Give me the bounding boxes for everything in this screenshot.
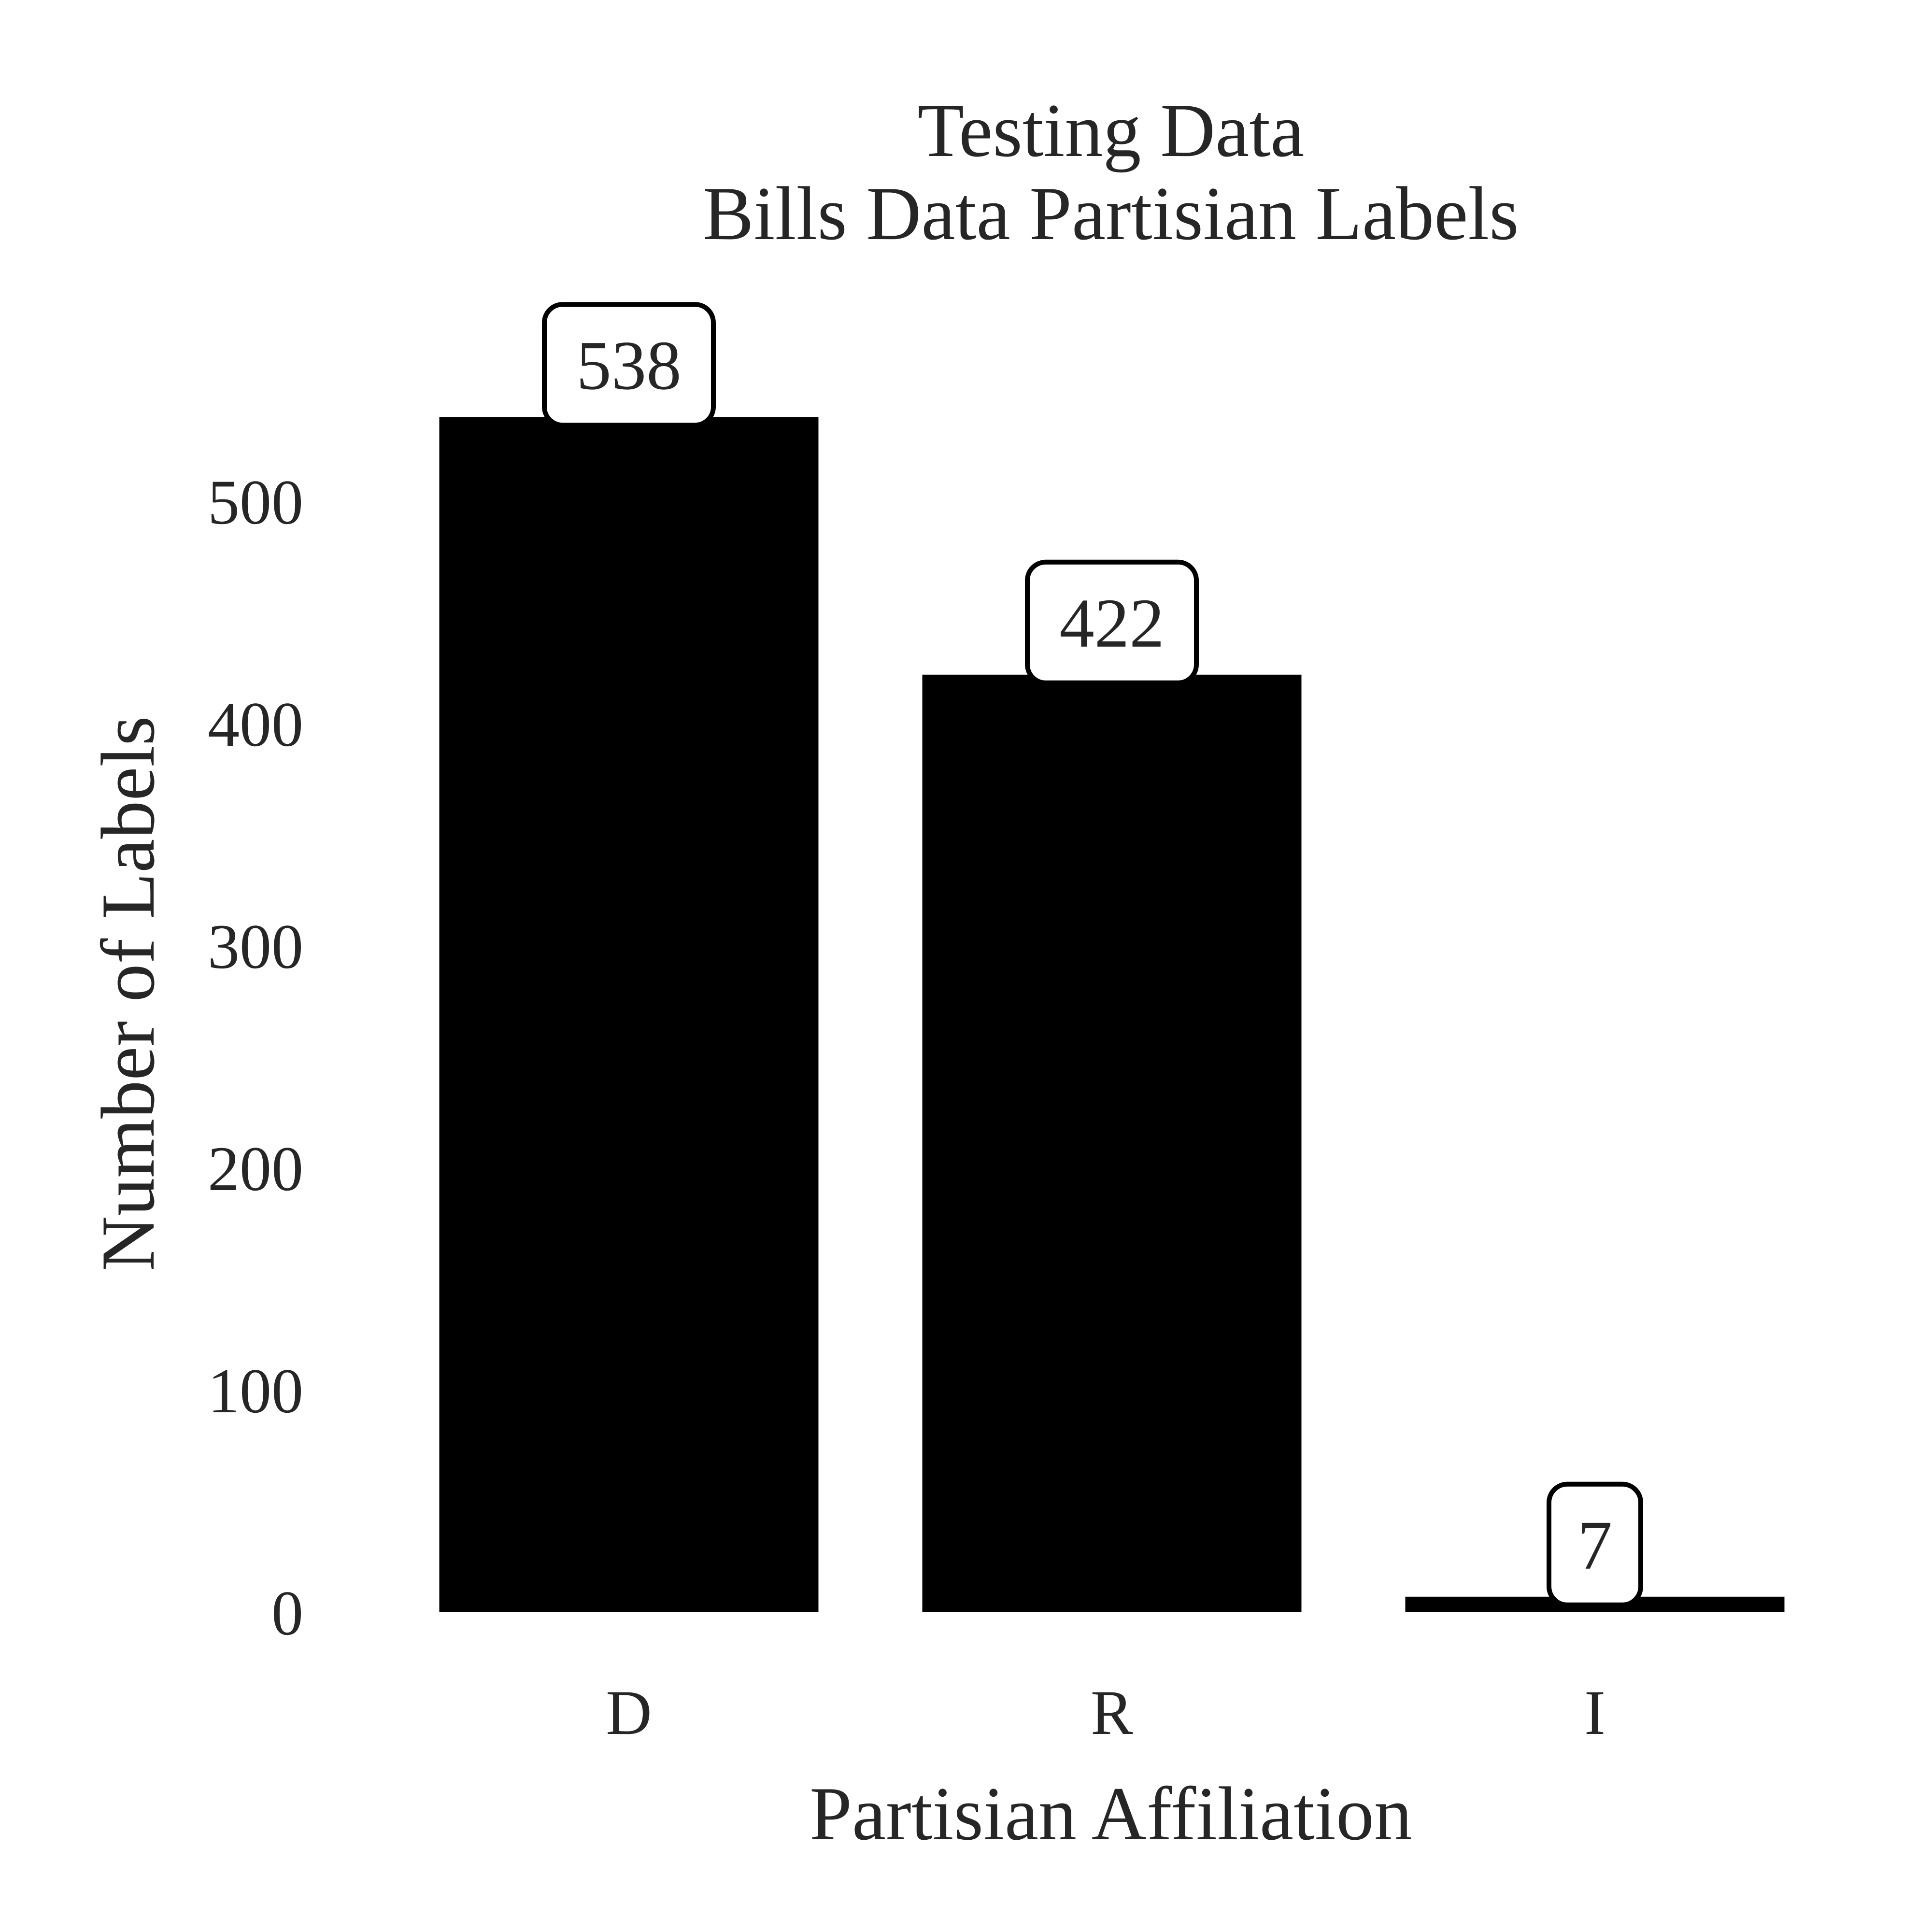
y-axis-label: Number of Labels bbox=[86, 716, 170, 1271]
bar-D bbox=[439, 417, 819, 1613]
data-label-box bbox=[1547, 1481, 1643, 1607]
data-label-text: 422 bbox=[1059, 585, 1165, 662]
y-tick-label: 300 bbox=[208, 911, 303, 982]
x-tick-label: R bbox=[1091, 1677, 1133, 1748]
x-tick-label: D bbox=[606, 1677, 652, 1748]
data-labels: 538 422 7 bbox=[542, 302, 1643, 1607]
y-axis-ticks: 0 100 200 300 400 500 bbox=[208, 467, 303, 1648]
x-axis-label: Partisian Affiliation bbox=[810, 1772, 1412, 1856]
data-label-R: 422 bbox=[1025, 559, 1199, 685]
y-tick-label: 100 bbox=[208, 1355, 303, 1426]
x-tick-label: I bbox=[1584, 1677, 1605, 1748]
bar-R bbox=[922, 674, 1302, 1612]
y-tick-label: 500 bbox=[208, 467, 303, 538]
y-tick-label: 0 bbox=[271, 1577, 303, 1648]
data-label-text: 7 bbox=[1577, 1507, 1613, 1584]
y-tick-label: 400 bbox=[208, 689, 303, 760]
data-label-text: 538 bbox=[576, 327, 682, 404]
data-label-I: 7 bbox=[1547, 1481, 1643, 1607]
bars bbox=[439, 417, 1785, 1613]
chart-title: Testing Data bbox=[918, 88, 1305, 173]
data-label-box bbox=[1025, 559, 1199, 685]
data-label-box bbox=[542, 302, 716, 428]
chart-subtitle: Bills Data Partisian Labels bbox=[703, 171, 1519, 256]
y-tick-label: 200 bbox=[208, 1133, 303, 1204]
data-label-D: 538 bbox=[542, 302, 716, 428]
